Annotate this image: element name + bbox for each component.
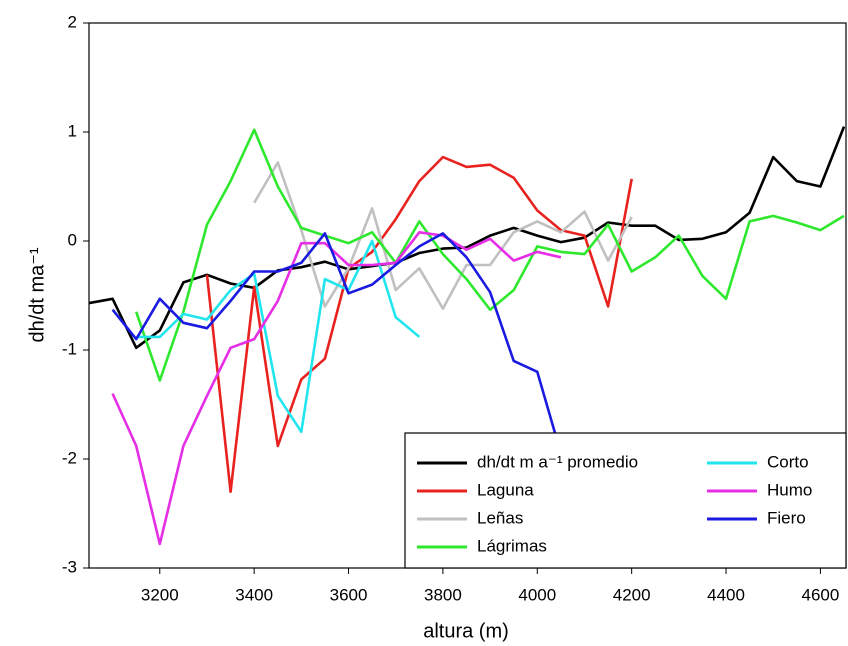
legend-label: Leñas bbox=[477, 508, 523, 527]
x-tick-label: 4200 bbox=[613, 585, 651, 604]
x-tick-label: 4400 bbox=[707, 585, 745, 604]
legend-label: Laguna bbox=[477, 480, 534, 499]
series-line bbox=[136, 239, 421, 434]
series-line bbox=[89, 126, 846, 350]
legend-label: Fiero bbox=[767, 508, 806, 527]
y-tick-label: -3 bbox=[62, 557, 77, 576]
series-line bbox=[111, 232, 563, 454]
series-line bbox=[134, 128, 845, 382]
x-tick-label: 3600 bbox=[330, 585, 368, 604]
legend-label: dh/dt m a⁻¹ promedio bbox=[477, 452, 638, 471]
y-axis-title: dh/dt ma⁻¹ bbox=[26, 247, 48, 342]
y-tick-label: -1 bbox=[62, 339, 77, 358]
series-line bbox=[205, 155, 633, 493]
y-tick-label: -2 bbox=[62, 448, 77, 467]
x-tick-label: 3200 bbox=[141, 585, 179, 604]
y-tick-label: 2 bbox=[68, 12, 77, 31]
x-tick-label: 3800 bbox=[424, 585, 462, 604]
legend-box bbox=[404, 432, 847, 569]
plot-lines bbox=[89, 126, 846, 546]
legend-label: Humo bbox=[767, 480, 812, 499]
legend-label: Lágrimas bbox=[477, 536, 547, 555]
series-line bbox=[253, 161, 633, 310]
y-tick-label: 1 bbox=[68, 121, 77, 140]
x-axis-title: altura (m) bbox=[423, 620, 509, 642]
y-tick-label: 0 bbox=[68, 230, 77, 249]
x-tick-label: 4000 bbox=[518, 585, 556, 604]
x-tick-label: 3400 bbox=[235, 585, 273, 604]
legend-label: Corto bbox=[767, 452, 809, 471]
series-line bbox=[111, 231, 562, 546]
x-tick-label: 4600 bbox=[801, 585, 839, 604]
